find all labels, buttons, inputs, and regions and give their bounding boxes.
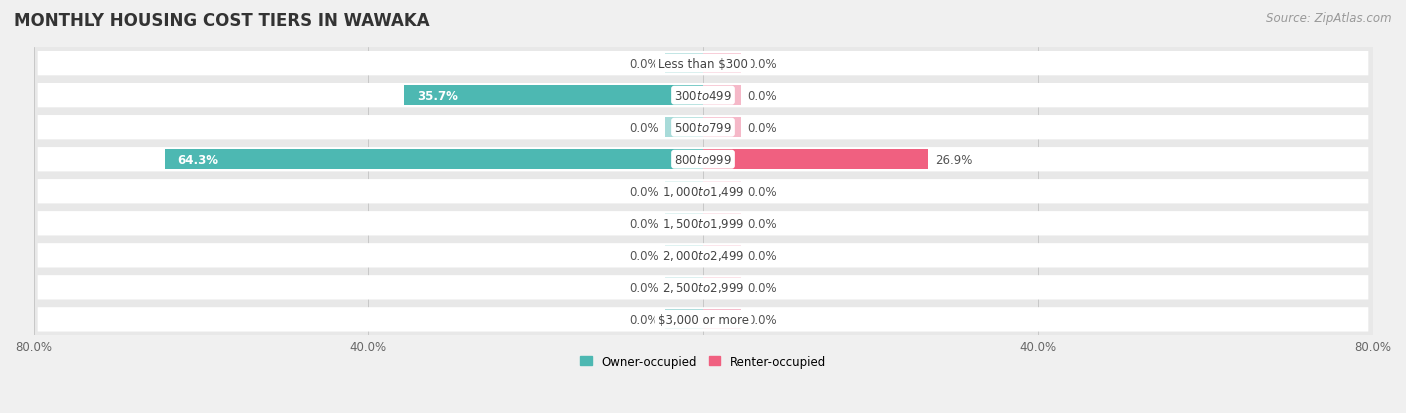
FancyBboxPatch shape (38, 180, 1368, 204)
Bar (703, 214, 741, 234)
Text: MONTHLY HOUSING COST TIERS IN WAWAKA: MONTHLY HOUSING COST TIERS IN WAWAKA (14, 12, 430, 30)
Text: Source: ZipAtlas.com: Source: ZipAtlas.com (1267, 12, 1392, 25)
Text: 0.0%: 0.0% (748, 249, 778, 262)
Text: 64.3%: 64.3% (177, 153, 218, 166)
FancyBboxPatch shape (38, 148, 1368, 172)
Bar (34, 272, 1372, 304)
Bar (665, 246, 703, 266)
Bar (703, 182, 741, 202)
Text: $3,000 or more: $3,000 or more (658, 313, 748, 326)
Bar (665, 54, 703, 74)
Text: 26.9%: 26.9% (935, 153, 972, 166)
Bar (165, 150, 703, 170)
Bar (34, 176, 1372, 208)
Text: $1,000 to $1,499: $1,000 to $1,499 (662, 185, 744, 199)
Text: $300 to $499: $300 to $499 (673, 90, 733, 102)
Text: 0.0%: 0.0% (628, 281, 658, 294)
Bar (34, 240, 1372, 272)
Bar (405, 86, 703, 106)
Bar (34, 80, 1372, 112)
Text: $2,000 to $2,499: $2,000 to $2,499 (662, 249, 744, 263)
Text: $2,500 to $2,999: $2,500 to $2,999 (662, 281, 744, 294)
Text: 0.0%: 0.0% (628, 313, 658, 326)
Bar (665, 118, 703, 138)
Text: 0.0%: 0.0% (628, 185, 658, 198)
Text: $500 to $799: $500 to $799 (673, 121, 733, 134)
FancyBboxPatch shape (38, 211, 1368, 236)
FancyBboxPatch shape (38, 244, 1368, 268)
FancyBboxPatch shape (38, 116, 1368, 140)
Text: $800 to $999: $800 to $999 (673, 153, 733, 166)
Text: Less than $300: Less than $300 (658, 57, 748, 71)
Bar (703, 150, 928, 170)
Text: 35.7%: 35.7% (416, 90, 458, 102)
Text: 0.0%: 0.0% (748, 90, 778, 102)
Bar (665, 310, 703, 330)
Text: 0.0%: 0.0% (748, 57, 778, 71)
Bar (34, 208, 1372, 240)
Bar (34, 112, 1372, 144)
FancyBboxPatch shape (38, 52, 1368, 76)
Bar (703, 54, 741, 74)
Text: 0.0%: 0.0% (628, 249, 658, 262)
Bar (703, 310, 741, 330)
Bar (703, 246, 741, 266)
Bar (665, 278, 703, 297)
Bar (703, 278, 741, 297)
Text: 0.0%: 0.0% (748, 185, 778, 198)
Text: 0.0%: 0.0% (748, 217, 778, 230)
Bar (34, 144, 1372, 176)
Text: 0.0%: 0.0% (748, 313, 778, 326)
Bar (665, 214, 703, 234)
Bar (665, 182, 703, 202)
Text: 0.0%: 0.0% (748, 121, 778, 134)
Text: $1,500 to $1,999: $1,500 to $1,999 (662, 217, 744, 231)
Text: 0.0%: 0.0% (628, 57, 658, 71)
Legend: Owner-occupied, Renter-occupied: Owner-occupied, Renter-occupied (575, 350, 831, 373)
FancyBboxPatch shape (38, 84, 1368, 108)
Bar (703, 118, 741, 138)
Text: 0.0%: 0.0% (628, 217, 658, 230)
FancyBboxPatch shape (38, 275, 1368, 300)
Bar (34, 48, 1372, 80)
Text: 0.0%: 0.0% (628, 121, 658, 134)
Bar (34, 304, 1372, 336)
FancyBboxPatch shape (38, 307, 1368, 332)
Bar (703, 86, 741, 106)
Text: 0.0%: 0.0% (748, 281, 778, 294)
